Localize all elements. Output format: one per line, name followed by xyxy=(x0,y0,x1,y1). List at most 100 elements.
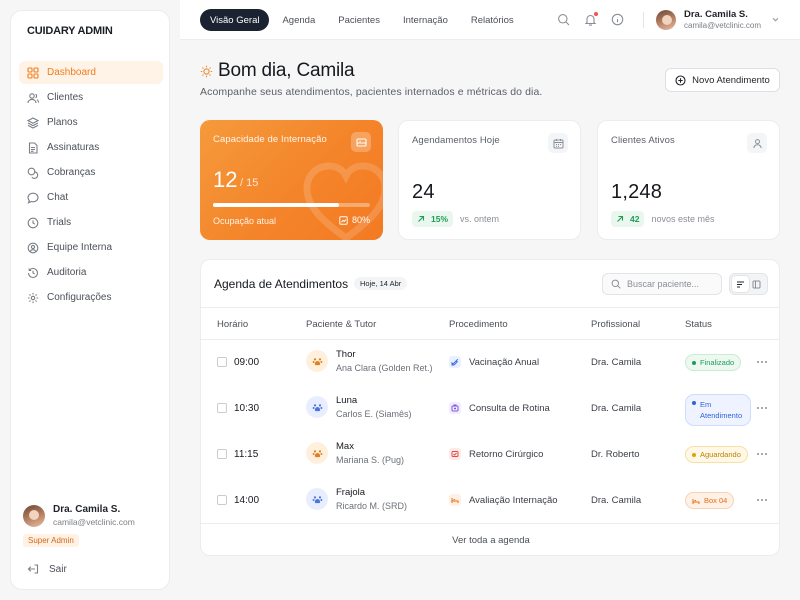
heart-icon xyxy=(301,160,383,240)
column-header[interactable]: Procedimento xyxy=(449,319,508,330)
user-menu[interactable]: Dra. Camila S. camila@vetclinic.com xyxy=(656,9,780,30)
card-title: Agendamentos Hoje xyxy=(412,135,500,146)
sidebar-item-configuracoes[interactable]: Configurações xyxy=(19,286,163,309)
row-checkbox[interactable] xyxy=(217,449,227,459)
sidebar-item-dashboard[interactable]: Dashboard xyxy=(19,61,163,84)
pet-name: Luna xyxy=(336,395,358,406)
procedure-label: Vacinação Anual xyxy=(469,356,540,368)
status-label: Finalizado xyxy=(700,358,735,367)
row-checkbox[interactable] xyxy=(217,403,227,413)
page-title: Bom dia, Camila xyxy=(218,60,355,81)
page-subtitle: Acompanhe seus atendimentos, pacientes i… xyxy=(200,86,543,98)
trend-value: 15% xyxy=(431,214,449,224)
tab-internacao[interactable]: Internação xyxy=(402,14,448,26)
capacity-percent-value: 80% xyxy=(351,215,370,225)
clients-count: 1,248 xyxy=(611,181,663,203)
sidebar-item-label: Clientes xyxy=(47,92,84,103)
tab-pacientes[interactable]: Pacientes xyxy=(338,14,380,26)
avatar xyxy=(656,9,676,30)
column-header[interactable]: Horário xyxy=(217,319,249,330)
row-checkbox[interactable] xyxy=(217,495,227,505)
sidebar-item-chat[interactable]: Chat xyxy=(19,186,163,209)
view-full-agenda-link[interactable]: Ver toda a agenda xyxy=(201,523,779,555)
info-icon[interactable] xyxy=(611,13,624,26)
columns-icon xyxy=(752,280,761,288)
appointments-trend: 15% vs. ontem xyxy=(412,211,499,227)
tab-agenda[interactable]: Agenda xyxy=(282,14,316,26)
list-view-button[interactable] xyxy=(732,276,749,292)
sidebar-item-planos[interactable]: Planos xyxy=(19,111,163,134)
sidebar-item-label: Auditoria xyxy=(47,267,87,278)
tab-visao-geral[interactable]: Visão Geral xyxy=(200,9,270,31)
row-time: 14:00 xyxy=(234,495,260,506)
table-row[interactable]: 09:00 Thor Ana Clara (Golden Ret.) Vacin… xyxy=(201,340,779,386)
bed-icon xyxy=(449,494,461,506)
logout-label: Sair xyxy=(49,563,67,575)
sidebar-item-auditoria[interactable]: Auditoria xyxy=(19,261,163,284)
pet-name: Thor xyxy=(336,349,356,360)
sidebar-item-label: Assinaturas xyxy=(47,142,100,153)
sidebar-item-label: Trials xyxy=(47,217,72,228)
status-label: Box 04 xyxy=(704,496,728,505)
column-header[interactable]: Status xyxy=(685,319,712,330)
sidebar-user[interactable]: Dra. Camila S. camila@vetclinic.com xyxy=(23,504,135,527)
capacity-percent: 80% xyxy=(339,215,370,225)
paw-icon xyxy=(306,488,328,510)
user-email: camila@vetclinic.com xyxy=(53,517,135,527)
row-time: 09:00 xyxy=(234,357,260,368)
sidebar: CUIDARY ADMIN Dashboard Clientes Planos … xyxy=(10,10,170,590)
procedure: Retorno Cirúrgico xyxy=(449,448,543,460)
coins-icon xyxy=(27,167,39,179)
sidebar-item-label: Chat xyxy=(47,192,69,203)
bell-icon[interactable] xyxy=(584,12,598,26)
logout-button[interactable]: Sair xyxy=(27,563,67,575)
more-icon[interactable] xyxy=(756,357,768,367)
table-row[interactable]: 10:30 Luna Carlos E. (Siamês) Consulta d… xyxy=(201,386,779,432)
search-input[interactable] xyxy=(627,279,719,289)
board-view-button[interactable] xyxy=(749,276,766,292)
column-header[interactable]: Profissional xyxy=(591,319,641,330)
users-icon xyxy=(27,92,39,104)
sidebar-item-trials[interactable]: Trials xyxy=(19,211,163,234)
sidebar-item-equipe-interna[interactable]: Equipe Interna xyxy=(19,236,163,259)
tutor-name: Ana Clara (Golden Ret.) xyxy=(336,363,433,373)
table-row[interactable]: 11:15 Max Mariana S. (Pug) Retorno Cirúr… xyxy=(201,432,779,478)
column-header[interactable]: Paciente & Tutor xyxy=(306,319,377,330)
sidebar-item-cobrancas[interactable]: Cobranças xyxy=(19,161,163,184)
sidebar-item-label: Planos xyxy=(47,117,78,128)
sidebar-item-clientes[interactable]: Clientes xyxy=(19,86,163,109)
brand-logo: CUIDARY ADMIN xyxy=(27,25,113,37)
grid-icon xyxy=(27,66,39,79)
new-appointment-button[interactable]: Novo Atendimento xyxy=(665,68,780,92)
sidebar-item-assinaturas[interactable]: Assinaturas xyxy=(19,136,163,159)
row-time: 10:30 xyxy=(234,403,260,414)
trend-badge: 15% xyxy=(412,211,454,227)
table-row[interactable]: 14:00 Frajola Ricardo M. (SRD) Avaliação… xyxy=(201,478,779,524)
procedure-label: Consulta de Rotina xyxy=(469,402,550,414)
user-name: Dra. Camila S. xyxy=(53,504,121,515)
search-icon[interactable] xyxy=(557,13,570,26)
syringe-icon xyxy=(449,356,461,368)
more-icon[interactable] xyxy=(756,403,768,413)
clients-card: Clientes Ativos 1,248 42 novos este mês xyxy=(597,120,780,240)
more-icon[interactable] xyxy=(756,449,768,459)
more-icon[interactable] xyxy=(756,495,768,505)
tutor-name: Carlos E. (Siamês) xyxy=(336,409,412,419)
procedure-label: Avaliação Internação xyxy=(469,494,558,506)
row-checkbox[interactable] xyxy=(217,357,227,367)
notification-dot xyxy=(594,12,598,16)
appointments-card: Agendamentos Hoje 24 15% vs. ontem xyxy=(398,120,581,240)
gear-icon xyxy=(27,292,39,304)
tab-relatorios[interactable]: Relatórios xyxy=(470,14,514,26)
divider xyxy=(643,12,644,28)
pet-name: Frajola xyxy=(336,487,366,498)
professional: Dra. Camila xyxy=(591,403,642,414)
paw-icon xyxy=(306,396,328,418)
avatar xyxy=(23,504,45,527)
procedure: Vacinação Anual xyxy=(449,356,539,368)
patient-search[interactable] xyxy=(602,273,722,295)
clock-icon xyxy=(27,217,39,229)
role-badge: Super Admin xyxy=(23,534,79,547)
status-label: Em Atendimento xyxy=(700,400,743,420)
sidebar-item-label: Cobranças xyxy=(47,167,96,178)
